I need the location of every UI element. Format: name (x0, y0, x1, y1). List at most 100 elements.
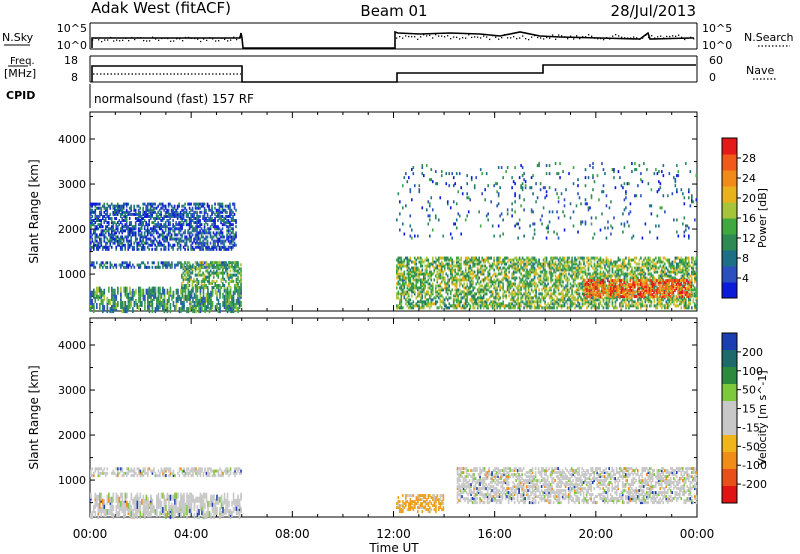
data-point (181, 265, 183, 269)
data-point (497, 266, 500, 270)
data-point (154, 216, 156, 220)
data-point (533, 270, 536, 274)
data-point (145, 235, 147, 239)
data-point (503, 274, 506, 278)
data-point (235, 243, 237, 247)
data-point (593, 276, 596, 280)
data-point (649, 296, 651, 300)
data-point (90, 305, 92, 312)
data-point (467, 274, 470, 278)
data-point (91, 202, 94, 206)
data-point (646, 298, 648, 302)
data-point (605, 300, 608, 304)
data-point (90, 290, 92, 297)
data-point (149, 214, 152, 218)
data-point (224, 245, 227, 249)
data-point (116, 212, 119, 216)
data-point (124, 216, 127, 220)
data-point (620, 264, 623, 268)
data-point (223, 216, 225, 220)
data-point (511, 274, 513, 278)
data-point (650, 264, 653, 268)
data-point (212, 235, 215, 239)
data-point (497, 294, 500, 298)
data-point (457, 298, 460, 302)
data-point (599, 278, 602, 282)
data-point (133, 300, 136, 307)
data-point (170, 210, 173, 214)
data-point (232, 267, 235, 271)
data-point (161, 231, 164, 235)
data-point (408, 280, 410, 284)
data-point (466, 292, 469, 296)
data-point (556, 266, 558, 270)
nsearch-point (227, 40, 229, 42)
data-point (553, 256, 555, 260)
data-point (196, 229, 198, 233)
data-point (490, 264, 492, 268)
data-point (115, 231, 118, 235)
data-point (596, 272, 599, 276)
data-point (209, 273, 212, 277)
data-point (553, 300, 555, 304)
data-point (196, 223, 198, 227)
data-point (610, 276, 612, 280)
data-point (554, 268, 557, 272)
data-point (218, 239, 221, 243)
data-point (515, 266, 518, 270)
data-point (124, 286, 127, 293)
data-point (433, 296, 436, 300)
data-point (526, 300, 528, 304)
data-point (578, 292, 581, 296)
data-point (641, 260, 644, 264)
data-point (587, 268, 590, 272)
data-point (598, 298, 600, 302)
data-point (412, 284, 415, 288)
data-point (583, 258, 585, 262)
data-point (443, 286, 446, 290)
data-point (604, 264, 606, 268)
data-point (443, 276, 446, 280)
data-point (237, 281, 239, 285)
data-point (503, 256, 506, 260)
data-point (163, 214, 165, 218)
data-point (568, 266, 570, 270)
data-point (190, 221, 192, 225)
data-point (203, 241, 206, 245)
data-point (530, 278, 533, 282)
data-point (221, 210, 224, 214)
data-point (416, 288, 419, 292)
data-point (637, 262, 639, 266)
data-point (593, 272, 596, 276)
data-point (461, 276, 464, 280)
data-point (560, 258, 563, 262)
data-point (92, 247, 95, 251)
data-point (602, 298, 605, 302)
data-point (202, 202, 204, 206)
data-point (193, 247, 195, 251)
data-point (173, 229, 176, 233)
data-point (154, 202, 156, 206)
data-point (185, 284, 188, 288)
data-point (412, 282, 415, 286)
data-point (158, 225, 161, 229)
data-point (151, 208, 153, 212)
data-point (109, 265, 112, 269)
data-point (179, 214, 182, 218)
data-point (625, 280, 627, 284)
data-point (622, 264, 624, 268)
data-point (112, 227, 115, 231)
data-point (563, 294, 566, 298)
nsearch-point (690, 36, 692, 38)
data-point (225, 279, 227, 283)
data-point (659, 298, 662, 302)
data-point (421, 296, 424, 300)
data-point (128, 212, 131, 216)
data-point (463, 282, 466, 286)
data-point (124, 265, 127, 269)
data-point (150, 292, 152, 299)
noise-tick-right-top: 10^5 (702, 22, 732, 35)
data-point (183, 294, 185, 301)
data-point (499, 306, 501, 310)
data-point (662, 274, 665, 278)
